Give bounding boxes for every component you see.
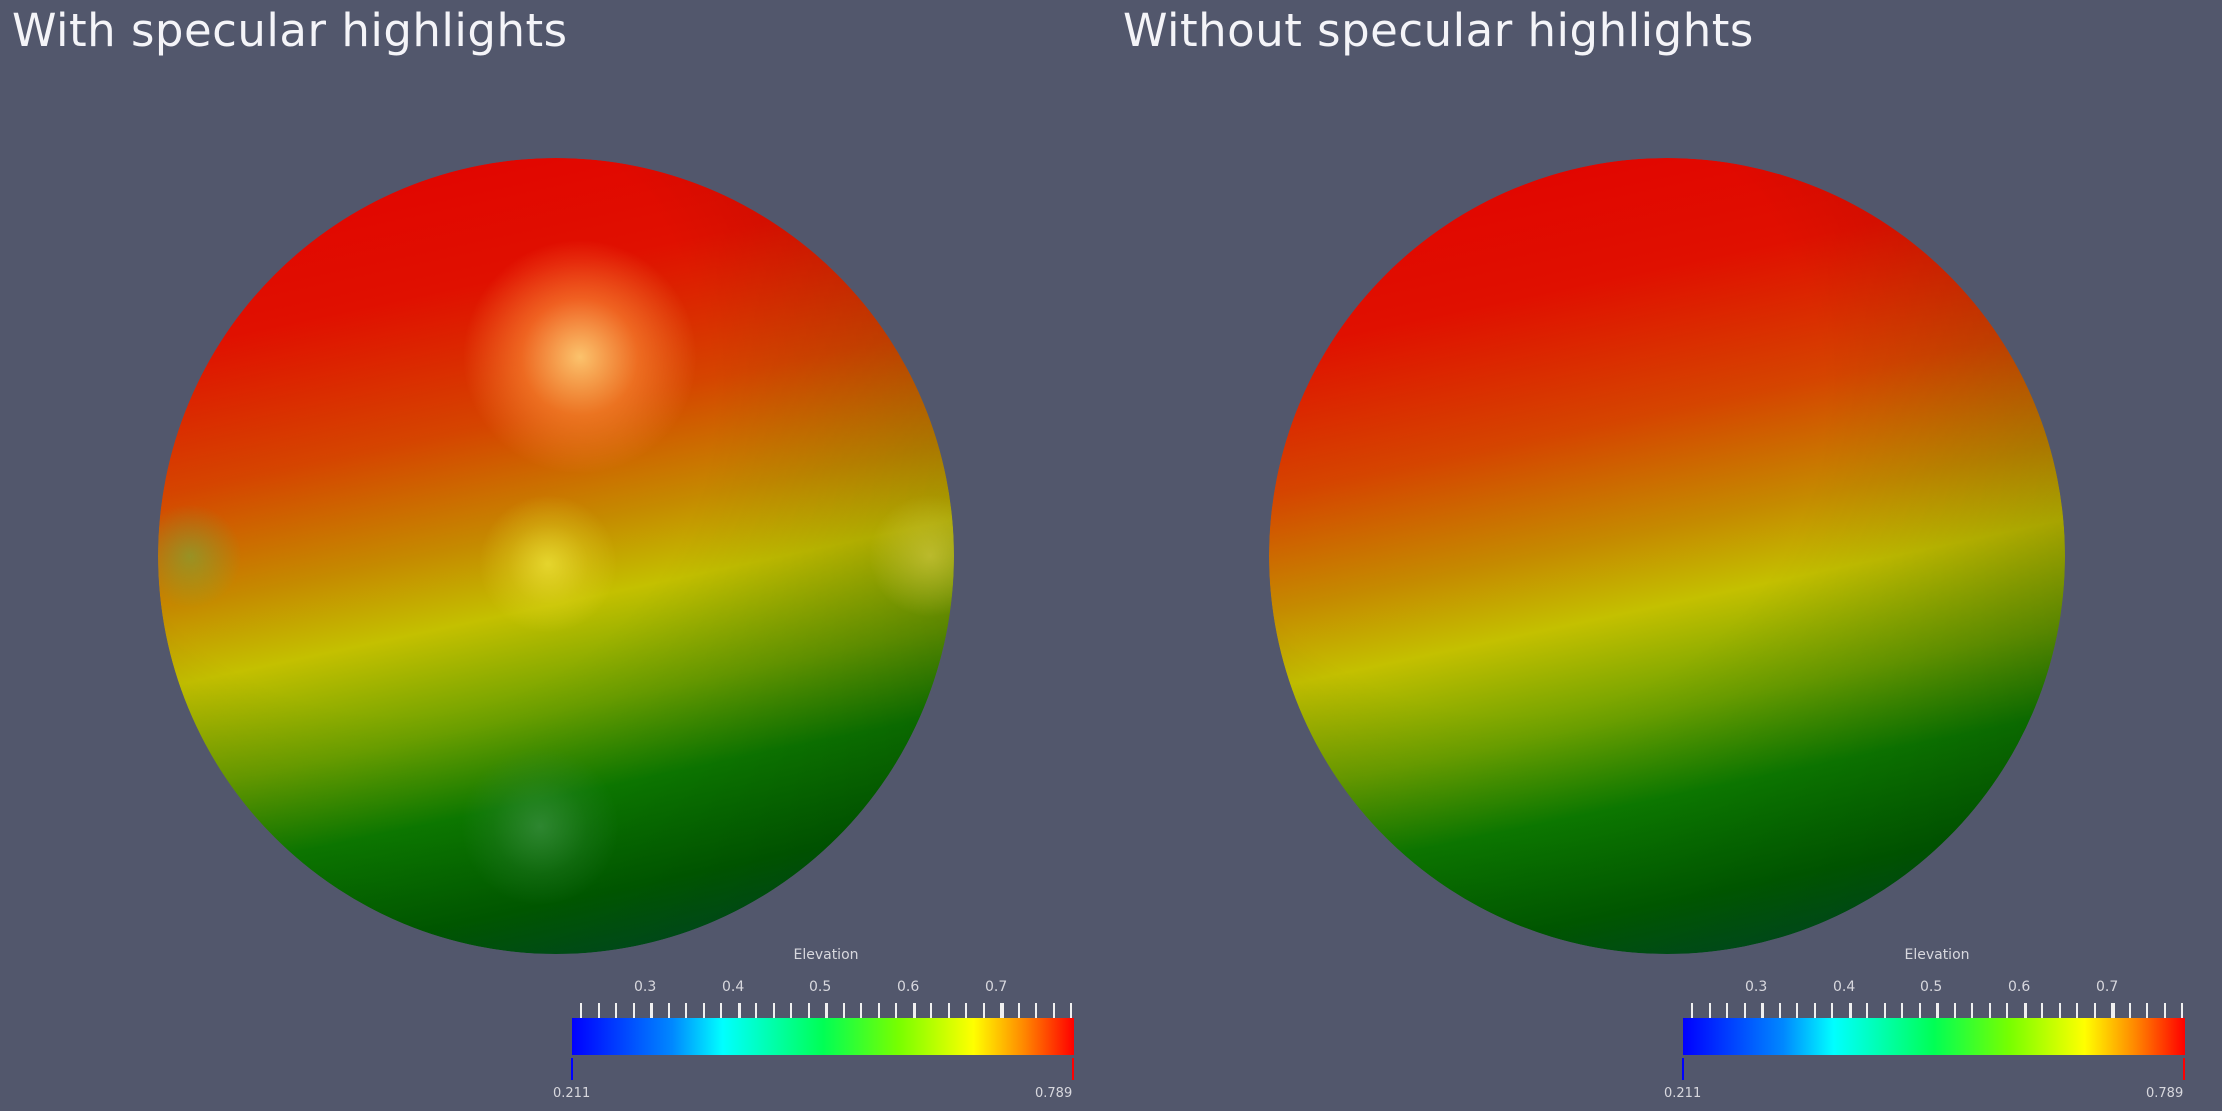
colorbar-tick-label: 0.5: [1920, 979, 1943, 995]
colorbar-minor-tick: [580, 1003, 582, 1018]
colorbar-major-tick: [739, 1003, 741, 1025]
colorbar-minor-tick: [2146, 1003, 2148, 1018]
colorbar-minor-tick: [2006, 1003, 2008, 1018]
colorbar-tick-label: 0.3: [634, 979, 657, 995]
colorbar-major-tick: [1850, 1003, 1852, 1025]
colorbar: [1683, 1018, 2185, 1055]
colorbar-major-tick: [826, 1003, 828, 1025]
colorbar-minor-tick: [615, 1003, 617, 1018]
colorbar-minor-tick: [877, 1003, 880, 1018]
colorbar-minor-tick: [2111, 1003, 2113, 1018]
colorbar-tick-label: 0.3: [1745, 979, 1768, 995]
colorbar-minor-tick: [1796, 1003, 1798, 1018]
colorbar-minor-tick: [2041, 1003, 2043, 1018]
colorbar-minor-tick: [1070, 1003, 1072, 1018]
elevation-sphere: [1269, 158, 2065, 954]
colorbar-minor-tick: [1726, 1003, 1728, 1018]
colorbar-tick-label: 0.6: [897, 979, 920, 995]
colorbar-min-label: 0.211: [553, 1086, 591, 1101]
colorbar-minor-tick: [2023, 1003, 2026, 1018]
colorbar-max-label: 0.789: [1035, 1086, 1073, 1101]
colorbar-tick-label: 0.5: [809, 979, 832, 995]
render-viewport-right[interactable]: Without specular highlights Elevation 0.…: [1111, 0, 2222, 1111]
colorbar-minor-tick: [1017, 1003, 1020, 1018]
colorbar-minor-tick: [1953, 1003, 1956, 1018]
colorbar-minor-tick: [1743, 1003, 1746, 1018]
colorbar-tick-label: 0.6: [2008, 979, 2031, 995]
colorbar-minor-tick: [1052, 1003, 1055, 1018]
viewport-title: Without specular highlights: [1123, 4, 1754, 57]
colorbar-minor-tick: [807, 1003, 810, 1018]
colorbar-minor-tick: [772, 1003, 775, 1018]
colorbar-minor-tick: [1971, 1003, 1973, 1018]
colorbar-minor-tick: [1778, 1003, 1781, 1018]
colorbar-minor-tick: [1035, 1003, 1037, 1018]
colorbar-min-label: 0.211: [1664, 1086, 1702, 1101]
colorbar-major-tick: [2113, 1003, 2115, 1025]
colorbar-minor-tick: [965, 1003, 967, 1018]
colorbar-max-marker: [1072, 1058, 1074, 1080]
colorbar-minor-tick: [597, 1003, 600, 1018]
colorbar-major-tick: [2025, 1003, 2027, 1025]
colorbar-major-tick: [651, 1003, 653, 1025]
colorbar-minor-tick: [720, 1003, 722, 1018]
colorbar-minor-tick: [947, 1003, 950, 1018]
colorbar-minor-tick: [895, 1003, 897, 1018]
colorbar-minor-tick: [755, 1003, 757, 1018]
colorbar-major-tick: [1762, 1003, 1764, 1025]
colorbar-minor-tick: [982, 1003, 985, 1018]
colorbar-minor-tick: [2076, 1003, 2078, 1018]
colorbar-minor-tick: [1813, 1003, 1816, 1018]
colorbar-minor-tick: [1708, 1003, 1711, 1018]
colorbar-minor-tick: [1691, 1003, 1693, 1018]
colorbar-tick-label: 0.4: [1833, 979, 1856, 995]
viewport-title: With specular highlights: [12, 4, 568, 57]
colorbar-minor-tick: [2181, 1003, 2183, 1018]
colorbar-minor-tick: [2058, 1003, 2061, 1018]
colorbar-minor-tick: [2163, 1003, 2166, 1018]
colorbar-minor-tick: [1988, 1003, 1991, 1018]
colorbar: [572, 1018, 1074, 1055]
colorbar-tick-label: 0.7: [2096, 979, 2119, 995]
colorbar-minor-tick: [667, 1003, 670, 1018]
colorbar-ticks: [1683, 1003, 2185, 1025]
colorbar-minor-tick: [2128, 1003, 2131, 1018]
colorbar-minor-tick: [632, 1003, 635, 1018]
colorbar-minor-tick: [1883, 1003, 1886, 1018]
colorbar-minor-tick: [685, 1003, 687, 1018]
render-viewport-left[interactable]: With specular highlights Elevation 0.3 0…: [0, 0, 1111, 1111]
colorbar-minor-tick: [930, 1003, 932, 1018]
colorbar-major-tick: [914, 1003, 916, 1025]
colorbar-min-marker: [1682, 1058, 1684, 1080]
colorbar-minor-tick: [860, 1003, 862, 1018]
colorbar-minor-tick: [1831, 1003, 1833, 1018]
colorbar-minor-tick: [737, 1003, 740, 1018]
colorbar-minor-tick: [1866, 1003, 1868, 1018]
colorbar-minor-tick: [1901, 1003, 1903, 1018]
colorbar-minor-tick: [1000, 1003, 1002, 1018]
colorbar-major-tick: [1937, 1003, 1939, 1025]
colorbar-title: Elevation: [793, 947, 859, 963]
colorbar-max-label: 0.789: [2146, 1086, 2184, 1101]
colorbar-minor-tick: [842, 1003, 845, 1018]
elevation-sphere: [158, 158, 954, 954]
colorbar-minor-tick: [912, 1003, 915, 1018]
colorbar-tick-label: 0.7: [985, 979, 1008, 995]
colorbar-minor-tick: [702, 1003, 705, 1018]
colorbar-minor-tick: [1918, 1003, 1921, 1018]
colorbar-tick-label: 0.4: [722, 979, 745, 995]
colorbar-minor-tick: [1848, 1003, 1851, 1018]
colorbar-min-marker: [571, 1058, 573, 1080]
colorbar-max-marker: [2183, 1058, 2185, 1080]
colorbar-minor-tick: [790, 1003, 792, 1018]
colorbar-ticks: [572, 1003, 1074, 1025]
colorbar-title: Elevation: [1904, 947, 1970, 963]
colorbar-major-tick: [1002, 1003, 1004, 1025]
colorbar-minor-tick: [2093, 1003, 2096, 1018]
